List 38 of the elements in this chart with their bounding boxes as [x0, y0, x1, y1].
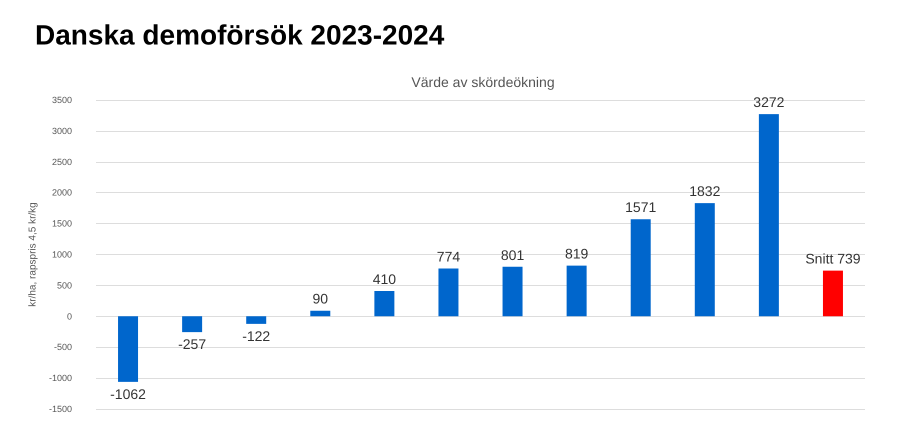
bar	[630, 219, 651, 316]
y-tick-label: 500	[56, 280, 72, 290]
y-tick-label: 1000	[52, 250, 72, 260]
data-label: 410	[372, 270, 396, 287]
y-tick-label: -1000	[48, 373, 72, 384]
y-tick-label: 2500	[52, 156, 72, 167]
bar	[310, 310, 330, 316]
y-tick-label: 3500	[52, 95, 72, 105]
bar	[374, 290, 394, 316]
data-label: 774	[436, 248, 460, 264]
data-label: 819	[564, 246, 589, 262]
y-axis-title: kr/ha, rapspris 4,5 kr/kg	[28, 202, 39, 307]
bar	[246, 316, 266, 324]
chart-subtitle: Värde av skördeökning	[411, 74, 555, 90]
bar	[758, 114, 779, 316]
data-label: -257	[178, 336, 206, 352]
y-tick-label: 3000	[52, 126, 72, 136]
bar	[502, 266, 523, 316]
y-tick-label: 0	[66, 311, 72, 322]
bar	[822, 270, 843, 316]
bar	[694, 203, 715, 316]
data-label: 90	[312, 290, 328, 307]
y-tick-label: -500	[54, 342, 72, 352]
data-label: 1571	[625, 199, 656, 216]
data-label: -1062	[110, 386, 146, 402]
bar	[438, 268, 458, 316]
y-tick-label: 2000	[52, 188, 72, 198]
bar	[118, 316, 138, 382]
bar	[182, 316, 202, 332]
data-label: Snitt 739	[805, 250, 861, 267]
y-tick-label: -1500	[48, 404, 72, 414]
data-label: -122	[242, 328, 270, 344]
data-label: 1832	[689, 183, 721, 200]
data-label: 801	[500, 246, 524, 263]
data-label: 3272	[753, 94, 785, 110]
y-tick-label: 1500	[52, 218, 72, 229]
chart-title: Danska demoförsök 2023-2024	[35, 20, 445, 50]
bar	[566, 266, 587, 316]
